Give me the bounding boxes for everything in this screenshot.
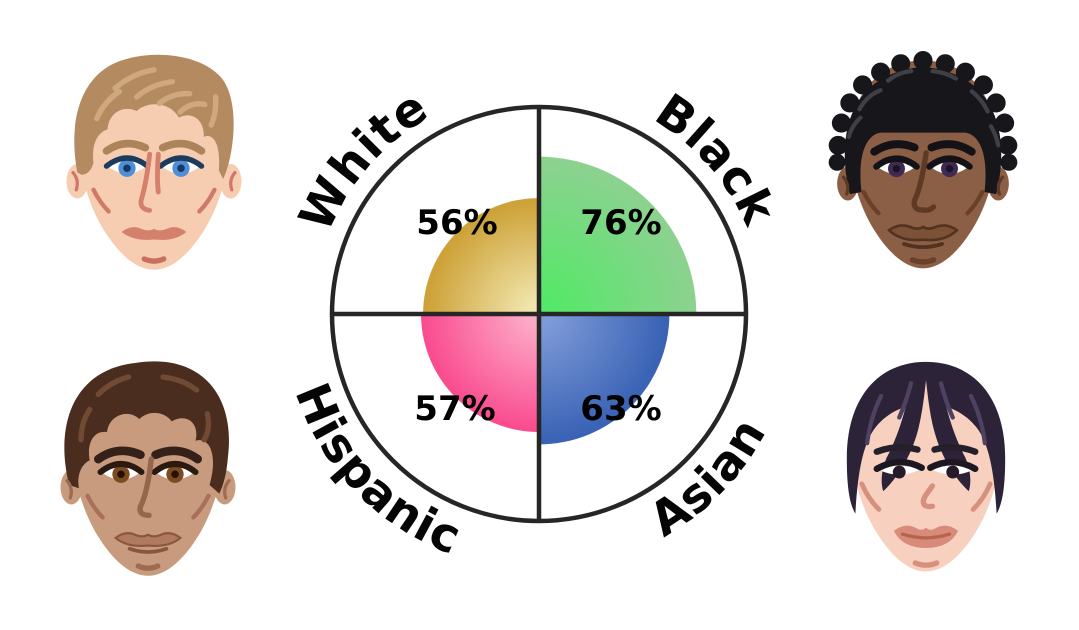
face-white-man [66, 54, 242, 270]
chin-line [135, 563, 161, 571]
quadrant-chart: 56% 76% 57% 63% White Black Hispanic Asi… [284, 79, 787, 566]
cheek-lines [85, 493, 211, 520]
hair-strands [94, 67, 219, 128]
left-iris [892, 465, 906, 479]
right-pupil [177, 164, 185, 173]
right-pupil [171, 470, 179, 479]
wedge-white [423, 198, 539, 314]
wedge-asian [539, 314, 670, 445]
left-pupil [892, 164, 901, 173]
hair [846, 361, 1006, 514]
lips [887, 224, 959, 242]
nose [920, 483, 936, 510]
ear-lines [841, 175, 1005, 196]
label-black: Black [646, 83, 787, 234]
chin-line [141, 256, 167, 264]
right-pupil [945, 164, 954, 173]
eyelashes [103, 155, 205, 169]
chin-line [912, 560, 940, 568]
face-asian-person [846, 361, 1006, 572]
left-pupil [123, 164, 131, 173]
cheek-lines [859, 481, 993, 512]
outer-circle [329, 104, 749, 524]
cheek-lines [91, 187, 217, 214]
cheek-lines [861, 189, 985, 216]
eyebrows [94, 446, 203, 464]
lips [121, 227, 187, 240]
pct-hispanic: 57% [414, 389, 495, 429]
nose [138, 151, 161, 213]
lips [113, 532, 183, 547]
hair [64, 361, 229, 494]
eyelashes [873, 458, 979, 473]
eyebrows [870, 140, 976, 156]
right-iris [946, 465, 960, 479]
nose [137, 456, 154, 518]
ear-lines [65, 479, 231, 500]
eyebrows [873, 444, 979, 455]
lower-lip-line [127, 546, 169, 554]
eyelashes [873, 155, 973, 170]
chin-line [909, 257, 937, 265]
hair-strands [78, 374, 212, 443]
hair-strands [865, 381, 987, 446]
wedge-hispanic [421, 314, 539, 432]
pct-black: 76% [580, 203, 661, 243]
curl-highlights [846, 69, 1001, 148]
lower-lip-line [902, 242, 944, 249]
hair [844, 66, 1002, 195]
left-pupil [117, 470, 125, 479]
eyelashes [97, 461, 199, 476]
face-black-man [828, 51, 1018, 269]
nose [911, 150, 937, 213]
eyebrows [102, 139, 206, 155]
face-hispanic-man [60, 361, 236, 576]
wedge-black [539, 156, 697, 314]
pct-asian: 63% [580, 389, 661, 429]
pct-white: 56% [416, 203, 497, 243]
lip-center-line [900, 532, 952, 540]
ear-lines [71, 170, 237, 192]
